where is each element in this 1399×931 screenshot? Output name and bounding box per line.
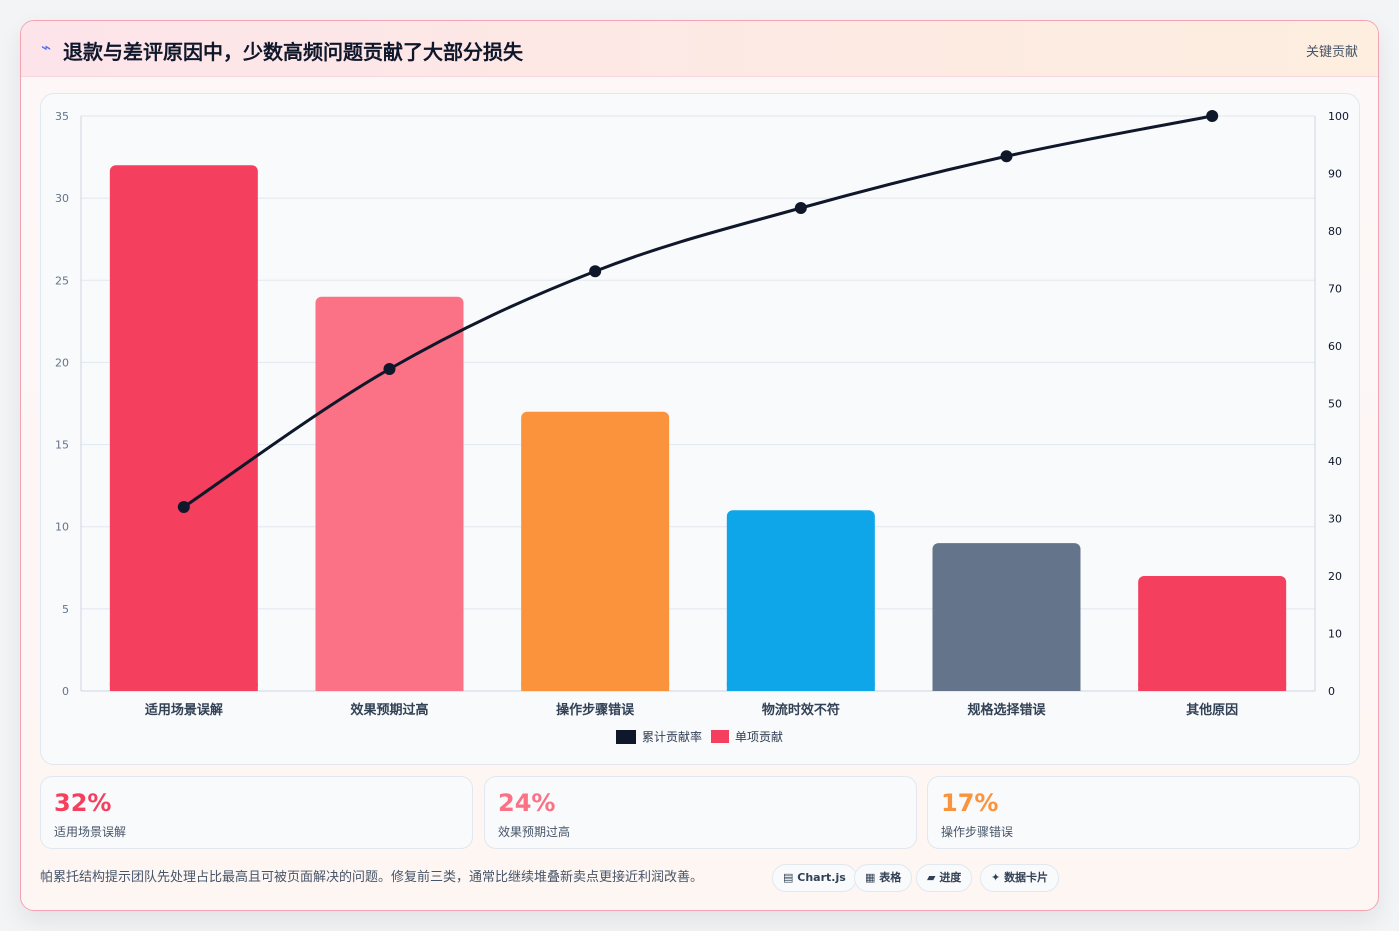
tag-label: 关键贡献 [1305, 45, 1358, 60]
pill-table[interactable]: ▦ 表格 [854, 864, 913, 892]
cumulative-point [1000, 150, 1013, 163]
cumulative-point [1206, 110, 1219, 122]
pill-label: 表格 [879, 871, 902, 884]
y-right-tick-label: 40 [1328, 455, 1342, 468]
y-left-tick-label: 30 [55, 192, 69, 205]
card-header: ⌁ 退款与差评原因中，少数高频问题贡献了大部分损失 关键贡献 [21, 21, 1378, 77]
sparkle-icon: ✦ [991, 871, 1001, 884]
y-right-tick-label: 90 [1328, 168, 1342, 181]
stat-card-1: 32% 适用场景误解 [40, 776, 473, 849]
y-left-tick-label: 10 [55, 521, 69, 534]
y-right-tick-label: 10 [1328, 628, 1342, 641]
y-left-tick-label: 20 [55, 356, 69, 369]
bolt-icon: ⌁ [41, 38, 52, 58]
stat-label: 效果预期过高 [498, 825, 571, 839]
cumulative-point [589, 265, 602, 278]
y-right-tick-label: 80 [1328, 225, 1342, 238]
y-right-tick-label: 50 [1328, 398, 1342, 411]
y-right-tick-label: 30 [1328, 513, 1342, 526]
bar-base [109, 683, 258, 691]
progress-icon: ▰ [927, 871, 936, 884]
x-tick-label: 物流时效不符 [762, 702, 840, 718]
stat-label: 适用场景误解 [54, 825, 127, 839]
y-left-tick-label: 15 [55, 439, 69, 452]
pill-label: 数据卡片 [1004, 871, 1049, 884]
y-left-tick-label: 25 [55, 274, 69, 287]
bar-base [726, 683, 875, 691]
pill-progress[interactable]: ▰ 进度 [916, 864, 973, 892]
y-right-tick-label: 20 [1328, 570, 1342, 583]
bar [932, 543, 1081, 691]
stat-card-3: 17% 操作步骤错误 [927, 776, 1360, 849]
stat-value: 32% [54, 789, 112, 817]
legend-label-cumulative: 累计贡献率 [642, 729, 702, 744]
x-tick-label: 效果预期过高 [350, 702, 428, 718]
bar [726, 510, 875, 691]
x-tick-label: 其他原因 [1186, 702, 1238, 718]
pill-label: Chart.js [797, 871, 846, 884]
pill-label: 进度 [939, 871, 962, 884]
pill-data-card[interactable]: ✦ 数据卡片 [980, 864, 1060, 892]
y-right-tick-label: 0 [1328, 685, 1335, 698]
y-right-tick-label: 100 [1328, 110, 1349, 123]
y-right-tick-label: 60 [1328, 340, 1342, 353]
y-left-tick-label: 5 [62, 603, 69, 616]
stat-label: 操作步骤错误 [941, 825, 1014, 839]
stat-card-2: 24% 效果预期过高 [484, 776, 917, 849]
stat-value: 17% [941, 789, 999, 817]
bar [521, 411, 670, 691]
cumulative-point [794, 202, 807, 214]
x-tick-label: 适用场景误解 [145, 702, 223, 718]
bar-base [315, 683, 464, 691]
stat-value: 24% [498, 789, 556, 817]
x-tick-label: 操作步骤错误 [556, 702, 635, 718]
cumulative-point [383, 363, 396, 375]
pareto-chart: 0 5 10 15 20 25 30 35 0 10 20 30 40 50 60 70 80 90 100 适用场景… [55, 110, 1349, 744]
bar [109, 165, 258, 691]
bar [315, 296, 464, 691]
chart-panel: 0 5 10 15 20 25 30 35 0 10 20 30 40 50 60 70 80 90 100 适用场景… [40, 93, 1360, 765]
x-tick-label: 规格选择错误 [967, 702, 1046, 718]
table-icon: ▦ [865, 871, 876, 884]
footnote: 帕累托结构提示团队先处理占比最高且可被页面解决的问题。修复前三类，通常比继续堆叠… [40, 870, 704, 885]
legend-label-single: 单项贡献 [735, 729, 783, 744]
bar [1138, 576, 1287, 691]
legend-swatch-single [711, 730, 729, 743]
chart-card: ⌁ 退款与差评原因中，少数高频问题贡献了大部分损失 关键贡献 0 5 10 15 20 2… [20, 20, 1379, 911]
chart-icon: ▤ [783, 871, 794, 884]
card-title: 退款与差评原因中，少数高频问题贡献了大部分损失 [63, 40, 523, 64]
y-left-tick-label: 0 [62, 685, 69, 698]
bar-base [932, 683, 1081, 691]
bar-base [1138, 683, 1287, 691]
y-left-tick-label: 35 [55, 110, 69, 123]
y-right-tick-label: 70 [1328, 283, 1342, 296]
cumulative-point [177, 501, 190, 513]
pill-chartjs[interactable]: ▤ Chart.js [772, 864, 857, 892]
bar-base [521, 683, 670, 691]
cumulative-line [182, 114, 1213, 509]
legend-swatch-cumulative [616, 730, 636, 744]
